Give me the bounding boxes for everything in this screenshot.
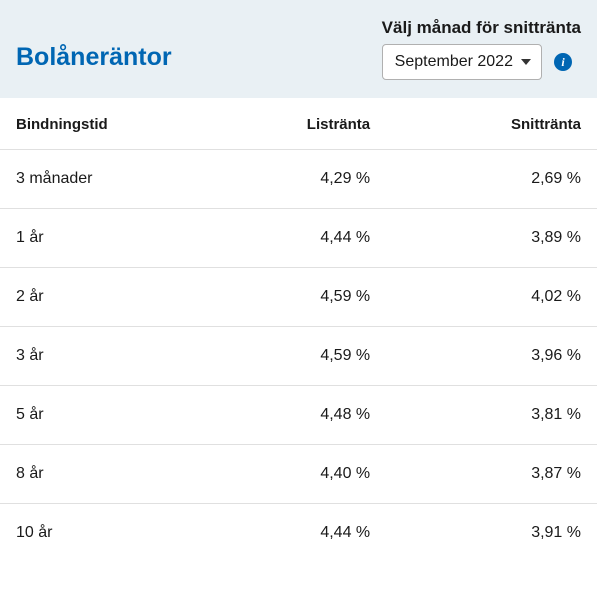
month-select[interactable]: September 2022	[382, 44, 542, 80]
table-header-row: Bindningstid Listränta Snittränta	[0, 98, 597, 150]
info-icon[interactable]: i	[554, 53, 572, 71]
table-cell: 4,29 %	[202, 150, 430, 209]
col-snittranta: Snittränta	[430, 98, 597, 150]
table-cell: 3 månader	[0, 150, 202, 209]
table-cell: 5 år	[0, 386, 202, 445]
table-cell: 4,02 %	[430, 268, 597, 327]
table-cell: 4,44 %	[202, 504, 430, 563]
table-cell: 3 år	[0, 327, 202, 386]
table-cell: 3,91 %	[430, 504, 597, 563]
table-row: 2 år4,59 %4,02 %	[0, 268, 597, 327]
table-cell: 1 år	[0, 209, 202, 268]
chevron-down-icon	[521, 59, 531, 65]
table-row: 3 år4,59 %3,96 %	[0, 327, 597, 386]
table-row: 10 år4,44 %3,91 %	[0, 504, 597, 563]
table-cell: 2 år	[0, 268, 202, 327]
table-row: 1 år4,44 %3,89 %	[0, 209, 597, 268]
table-cell: 4,40 %	[202, 445, 430, 504]
col-listranta: Listränta	[202, 98, 430, 150]
table-cell: 3,96 %	[430, 327, 597, 386]
page-title: Bolåneräntor	[16, 43, 172, 80]
table-cell: 2,69 %	[430, 150, 597, 209]
month-selector-area: Välj månad för snittränta September 2022…	[382, 18, 581, 80]
col-bindningstid: Bindningstid	[0, 98, 202, 150]
table-cell: 4,59 %	[202, 327, 430, 386]
table-body: 3 månader4,29 %2,69 %1 år4,44 %3,89 %2 å…	[0, 150, 597, 563]
table-row: 3 månader4,29 %2,69 %	[0, 150, 597, 209]
rates-table: Bindningstid Listränta Snittränta 3 måna…	[0, 98, 597, 562]
page-header: Bolåneräntor Välj månad för snittränta S…	[0, 0, 597, 98]
month-selector-label: Välj månad för snittränta	[382, 18, 581, 38]
table-cell: 3,89 %	[430, 209, 597, 268]
table-cell: 3,87 %	[430, 445, 597, 504]
month-selector-row: September 2022 i	[382, 44, 581, 80]
table-cell: 3,81 %	[430, 386, 597, 445]
table-cell: 4,59 %	[202, 268, 430, 327]
table-cell: 8 år	[0, 445, 202, 504]
table-row: 5 år4,48 %3,81 %	[0, 386, 597, 445]
month-select-value: September 2022	[395, 53, 513, 71]
table-cell: 10 år	[0, 504, 202, 563]
table-cell: 4,48 %	[202, 386, 430, 445]
table-cell: 4,44 %	[202, 209, 430, 268]
table-row: 8 år4,40 %3,87 %	[0, 445, 597, 504]
